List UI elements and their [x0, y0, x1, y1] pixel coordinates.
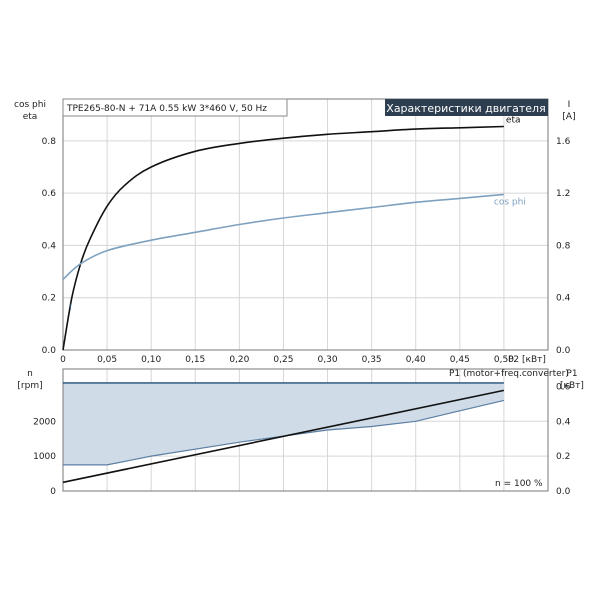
top-x-tick-label: 0,25 [273, 355, 293, 365]
top-y-right-tick-label: 0.4 [556, 294, 571, 304]
series-line-eta [62, 125, 504, 351]
top-x-axis-label: P2 [кВт] [508, 355, 546, 365]
top-y-left-tick-label: 0.0 [42, 346, 57, 356]
top-y-left-tick-label: 0.8 [42, 137, 57, 147]
top-x-tick-label: 0,05 [97, 355, 117, 365]
bottom-speed-area [63, 382, 504, 465]
top-y-left-tick-label: 0.4 [42, 241, 57, 251]
top-y-left-tick-label: 0.6 [42, 189, 57, 199]
bottom-y-right-label-2: [кВт] [560, 381, 584, 391]
top-plot-frame [62, 98, 549, 351]
top-tick-labels: 0 0,05 0,10 0,15 0,20 0,25 0,30 0,35 0,40 0,45 0,5… [42, 137, 571, 365]
bottom-y-left-tick-label: 2000 [33, 417, 56, 427]
bottom-y-right-tick-label: 0.6 [556, 382, 571, 392]
top-y-right-tick-label: 1.2 [556, 189, 570, 199]
bottom-y-right-tick-label: 0.4 [556, 417, 571, 427]
speed-range-area [63, 382, 504, 465]
bottom-y-left-tick-label: 0 [50, 487, 56, 497]
top-y-right-label-2: [A] [562, 112, 575, 122]
top-y-right-tick-label: 0.8 [556, 241, 571, 251]
bottom-series-label: P1 (motor+freq.converter) [449, 369, 569, 379]
bottom-tick-labels: 0 1000 2000 0.0 0.2 0.4 0.6 [33, 382, 570, 497]
top-title-box [385, 99, 548, 116]
top-x-tick-label: 0,30 [318, 355, 338, 365]
series-label-eta: eta [506, 115, 521, 125]
bottom-y-left-label-1: n [27, 369, 33, 379]
bottom-y-right-tick-label: 0.2 [556, 452, 570, 462]
bottom-y-right-label-1: P1 [566, 369, 577, 379]
series-line-n-min [63, 399, 505, 466]
top-x-tick-label: 0,10 [141, 355, 161, 365]
top-y-left-tick-label: 0.2 [42, 294, 56, 304]
top-y-left-label-2: eta [23, 112, 38, 122]
bottom-chart: n [rpm] P1 [кВт] P1 (motor+freq.converte… [17, 368, 584, 497]
top-info-label-box [62, 98, 288, 117]
top-y-right-tick-label: 0.0 [556, 346, 571, 356]
top-y-right-tick-label: 1.6 [556, 137, 571, 147]
top-info-label: TPE265-80-N + 71A 0.55 kW 3*460 V, 50 Hz [66, 104, 267, 114]
bottom-y-left-tick-label: 1000 [33, 452, 56, 462]
bottom-series [62, 382, 505, 484]
series-line-cos-phi [62, 193, 504, 280]
top-title: Характеристики двигателя [386, 102, 545, 115]
series-label-cos-phi: cos phi [494, 197, 526, 207]
top-x-tick-label: 0,35 [362, 355, 382, 365]
top-y-right-label-1: I [568, 100, 571, 110]
top-x-tick-label: 0,45 [450, 355, 470, 365]
series-label-I: I [69, 303, 72, 313]
top-x-tick-label: 0,20 [229, 355, 249, 365]
bottom-annotation: n = 100 % [495, 479, 543, 489]
top-x-tick-label: 0,40 [406, 355, 426, 365]
top-x-tick-label: 0,50 [494, 355, 514, 365]
series-line-P1 [62, 389, 505, 484]
top-x-tick-label: 0,15 [185, 355, 205, 365]
bottom-plot-frame [62, 368, 549, 492]
top-chart: TPE265-80-N + 71A 0.55 kW 3*460 V, 50 Hz… [14, 98, 576, 365]
bottom-y-left-label-2: [rpm] [17, 381, 42, 391]
top-x-tick-label: 0 [60, 355, 66, 365]
bottom-y-right-tick-label: 0.0 [556, 487, 571, 497]
top-y-left-label-1: cos phi [14, 100, 46, 110]
top-series [62, 125, 504, 351]
